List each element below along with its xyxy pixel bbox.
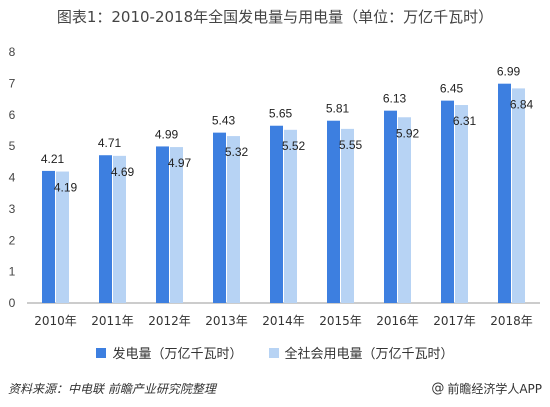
legend-label-generation: 发电量（万亿千瓦时） bbox=[112, 347, 243, 362]
x-tick-label: 2015年 bbox=[319, 314, 362, 328]
legend-label-consumption: 全社会用电量（万亿千瓦时） bbox=[284, 347, 454, 362]
bar-consumption bbox=[113, 155, 126, 303]
data-label-consumption: 6.84 bbox=[510, 97, 534, 111]
bar-generation bbox=[441, 100, 454, 303]
data-label-consumption: 4.97 bbox=[168, 156, 192, 170]
y-tick-label: 4 bbox=[9, 171, 16, 185]
y-tick-label: 6 bbox=[9, 108, 16, 122]
bar-generation bbox=[99, 155, 112, 303]
data-label-generation: 6.13 bbox=[383, 92, 407, 106]
data-label-generation: 5.65 bbox=[269, 107, 293, 121]
bar-consumption bbox=[455, 105, 468, 304]
bar-consumption bbox=[512, 88, 525, 304]
y-tick-label: 8 bbox=[9, 45, 16, 59]
x-tick-label: 2017年 bbox=[433, 314, 476, 328]
bar-chart: 0 1 2 3 4 5 6 7 8 4.21 4.19 2010年 4.71 4.69 2011年 4.99 4… bbox=[9, 45, 540, 328]
bar-generation bbox=[498, 83, 511, 303]
y-tick-label: 5 bbox=[9, 139, 16, 153]
bar-generation bbox=[384, 110, 397, 303]
bar-generation bbox=[327, 120, 340, 304]
x-tick-label: 2012年 bbox=[148, 314, 191, 328]
y-tick-label: 0 bbox=[9, 296, 16, 310]
bar-consumption bbox=[398, 117, 411, 303]
x-tick-label: 2011年 bbox=[91, 314, 134, 328]
data-label-generation: 5.43 bbox=[212, 114, 236, 128]
x-tick-label: 2014年 bbox=[262, 314, 305, 328]
legend-item-consumption: 全社会用电量（万亿千瓦时） bbox=[268, 343, 454, 362]
data-label-generation: 4.21 bbox=[41, 152, 65, 166]
data-label-consumption: 5.55 bbox=[339, 138, 363, 152]
data-label-consumption: 6.31 bbox=[453, 114, 477, 128]
data-label-generation: 4.99 bbox=[155, 127, 179, 141]
bar-generation bbox=[42, 170, 55, 303]
x-tick-label: 2016年 bbox=[376, 314, 419, 328]
bar-generation bbox=[270, 125, 283, 303]
y-tick-label: 2 bbox=[9, 233, 16, 247]
y-tick-label: 3 bbox=[9, 202, 16, 216]
bar-consumption bbox=[227, 136, 240, 303]
data-label-consumption: 5.32 bbox=[225, 145, 249, 159]
data-label-consumption: 5.92 bbox=[396, 126, 420, 140]
bar-consumption bbox=[284, 129, 297, 303]
bar-generation bbox=[156, 146, 169, 303]
chart-title: 图表1：2010-2018年全国发电量与用电量（单位：万亿千瓦时） bbox=[56, 8, 494, 26]
bar-generation bbox=[213, 132, 226, 303]
bar-consumption bbox=[56, 171, 69, 303]
credit-text: 前瞻经济学人APP bbox=[447, 382, 542, 396]
legend-item-generation: 发电量（万亿千瓦时） bbox=[96, 343, 243, 362]
x-tick-label: 2018年 bbox=[490, 314, 533, 328]
x-tick-label: 2013年 bbox=[205, 314, 248, 328]
data-label-consumption: 4.19 bbox=[54, 181, 78, 195]
legend-swatch-consumption bbox=[268, 347, 279, 358]
data-label-generation: 5.81 bbox=[326, 102, 350, 116]
data-label-generation: 4.71 bbox=[98, 136, 122, 150]
data-label-consumption: 5.52 bbox=[282, 139, 306, 153]
legend: 发电量（万亿千瓦时） 全社会用电量（万亿千瓦时） bbox=[0, 343, 550, 362]
bar-consumption bbox=[170, 147, 183, 303]
y-tick-label: 1 bbox=[9, 265, 16, 279]
credit: @ 前瞻经济学人APP bbox=[431, 380, 542, 397]
legend-swatch-generation bbox=[96, 347, 107, 358]
y-tick-label: 7 bbox=[9, 76, 16, 90]
source-note: 资料来源：中电联 前瞻产业研究院整理 bbox=[8, 382, 216, 396]
bar-consumption bbox=[341, 128, 354, 303]
at-icon: @ bbox=[431, 381, 445, 396]
data-label-generation: 6.99 bbox=[497, 65, 521, 79]
data-label-consumption: 4.69 bbox=[111, 165, 135, 179]
data-label-generation: 6.45 bbox=[440, 82, 464, 96]
x-tick-label: 2010年 bbox=[34, 314, 77, 328]
